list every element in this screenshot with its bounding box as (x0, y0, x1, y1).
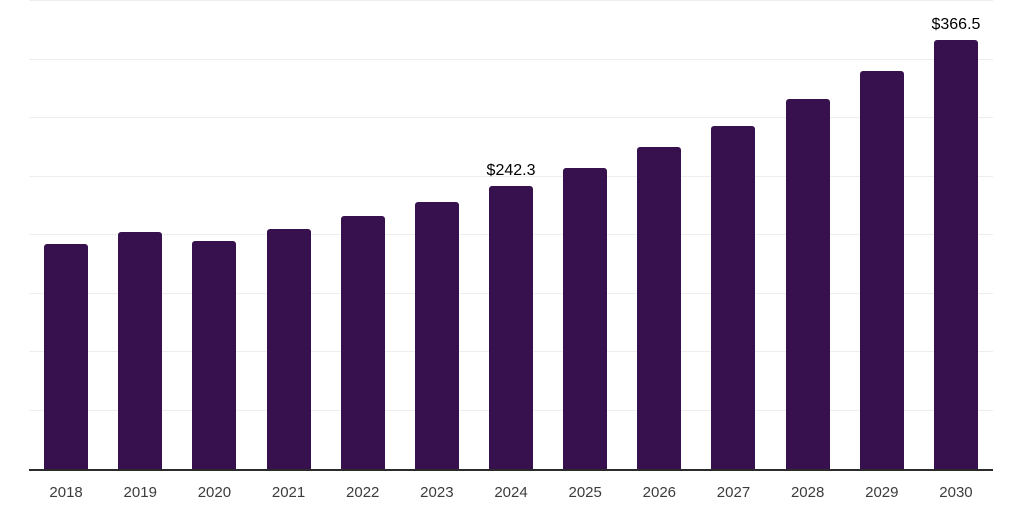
gridline-250 (29, 175, 993, 177)
bar-slot-2019 (103, 1, 177, 469)
gridline-350 (29, 58, 993, 60)
bar-slot-2027 (696, 1, 770, 469)
bar-2024 (489, 185, 534, 469)
bar-slot-2026 (622, 1, 696, 469)
gridline-400 (29, 0, 993, 1)
x-tick-label-2023: 2023 (420, 484, 454, 501)
bar-2022 (340, 216, 385, 469)
bar-slot-2022 (326, 1, 400, 469)
x-tick-label-2028: 2028 (790, 484, 825, 501)
x-tick-label-2027: 2027 (716, 484, 751, 501)
x-tick-label-2022: 2022 (346, 484, 380, 501)
x-tick-label-2025: 2025 (568, 484, 602, 501)
bar-slot-2030: $366.5 (919, 1, 993, 469)
bar-slot-2018 (29, 1, 103, 469)
bar-slot-2020 (177, 1, 251, 469)
x-tick-label-2030: 2030 (939, 484, 973, 501)
x-tick-label-2029: 2029 (865, 484, 899, 501)
bar-2028 (785, 99, 830, 469)
bar-slot-2028 (771, 1, 845, 469)
data-label-2024: $242.3 (486, 161, 536, 179)
x-tick-label-2024: 2024 (494, 484, 528, 501)
x-tick-label-2026: 2026 (642, 484, 677, 501)
bar-2019 (118, 231, 163, 469)
x-tick-label-2018: 2018 (49, 484, 83, 501)
x-axis-tick-labels: 2018 2019 2020 2021 2022 2023 2024 2025 2026 2027… (29, 484, 993, 502)
bar-2026 (637, 147, 682, 469)
x-tick-label-2020: 2020 (197, 484, 232, 501)
x-tick-label-2021: 2021 (271, 484, 306, 501)
x-tick-label-2019: 2019 (123, 484, 157, 501)
bar-2029 (859, 71, 904, 469)
gridline-300 (29, 117, 993, 118)
bar-2030 (933, 40, 978, 469)
bar-2027 (711, 125, 756, 469)
bar-slot-2023 (400, 1, 474, 469)
plot-area: $242.3 $366.5 (29, 0, 993, 469)
bar-2021 (266, 228, 311, 469)
bar-slot-2021 (251, 1, 325, 469)
bar-slot-2025 (548, 1, 622, 469)
data-label-2030: $366.5 (931, 16, 981, 34)
bar-2025 (563, 167, 608, 469)
bar-2020 (192, 241, 237, 469)
bar-2018 (44, 244, 89, 469)
bar-2023 (414, 202, 459, 469)
x-axis-line (29, 469, 993, 471)
bar-slot-2024: $242.3 (474, 1, 548, 469)
bars-container: $242.3 $366.5 (29, 1, 993, 469)
bar-slot-2029 (845, 1, 919, 469)
